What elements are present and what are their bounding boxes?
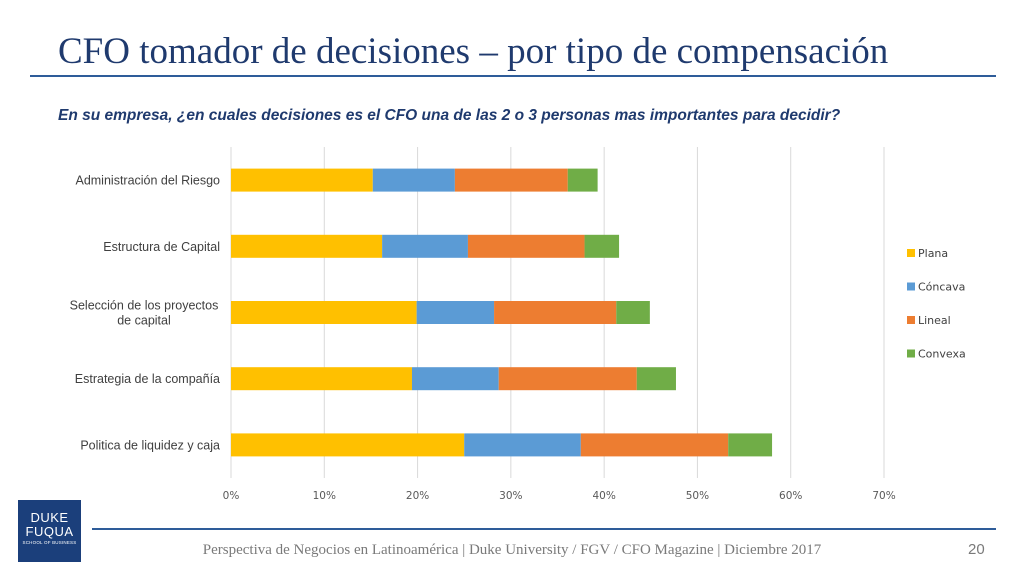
x-tick-label-30: 30% [499,490,522,502]
category-label-4: Estrategia de la compañía [75,372,220,386]
logo-text-school: SCHOOL OF BUSINESS [22,540,77,545]
bar-2-cncava [382,234,468,258]
x-tick-label-20: 20% [406,490,429,502]
legend-swatch-convexa [907,349,915,358]
category-label-3-line1: Selección de los proyectos [70,299,219,313]
legend-label-lineal: Lineal [918,314,951,327]
slide-title: CFO tomador de decisiones – por tipo de … [58,31,889,72]
legend-swatch-cncava [907,282,915,291]
bar-1-plana [231,168,373,192]
bar-2-convexa [584,234,620,258]
bar-5-convexa [728,433,773,457]
bar-4-convexa [636,367,676,391]
bar-3-lineal [494,301,617,324]
title-divider [30,75,996,77]
bar-4-lineal [498,367,637,391]
legend-swatch-plana [907,249,915,257]
page-number: 20 [968,541,985,558]
x-tick-label-60: 60% [779,490,802,502]
chart-question: En su empresa, ¿en cuales decisiones es … [58,107,841,124]
legend-swatch-lineal [907,316,915,324]
bar-2-plana [231,234,383,258]
legend-label-convexa: Convexa [918,348,966,361]
bar-1-cncava [372,168,455,192]
bar-3-convexa [616,301,650,324]
x-tick-label-50: 50% [686,490,709,502]
bar-3-plana [231,301,417,324]
x-tick-label-10: 10% [313,490,336,502]
x-tick-label-40: 40% [592,490,615,502]
category-label-3-line2: de capital [117,314,171,328]
bar-4-cncava [411,367,499,391]
logo-text-duke: DUKE [30,510,69,525]
x-tick-label-70: 70% [872,490,895,502]
bar-3-cncava [416,301,495,324]
bar-4-plana [231,367,412,391]
bar-5-cncava [464,433,581,457]
category-label-1: Administración del Riesgo [75,174,220,188]
x-tick-label-0: 0% [223,490,240,502]
footer-divider [92,528,996,530]
legend-label-plana: Plana [918,247,948,260]
bar-2-lineal [467,234,585,258]
logo-text-fuqua: FUQUA [25,524,74,539]
duke-fuqua-logo: DUKE FUQUA SCHOOL OF BUSINESS [18,500,81,562]
bar-5-lineal [580,433,729,457]
bar-1-lineal [454,168,568,192]
category-label-2: Estructura de Capital [103,240,220,254]
bar-5-plana [231,433,465,457]
footer-citation: Perspectiva de Negocios en Latinoamérica… [202,542,822,558]
category-label-5: Politica de liquidez y caja [80,438,220,452]
legend-label-cncava: Cóncava [918,281,965,294]
bar-1-convexa [567,168,598,192]
